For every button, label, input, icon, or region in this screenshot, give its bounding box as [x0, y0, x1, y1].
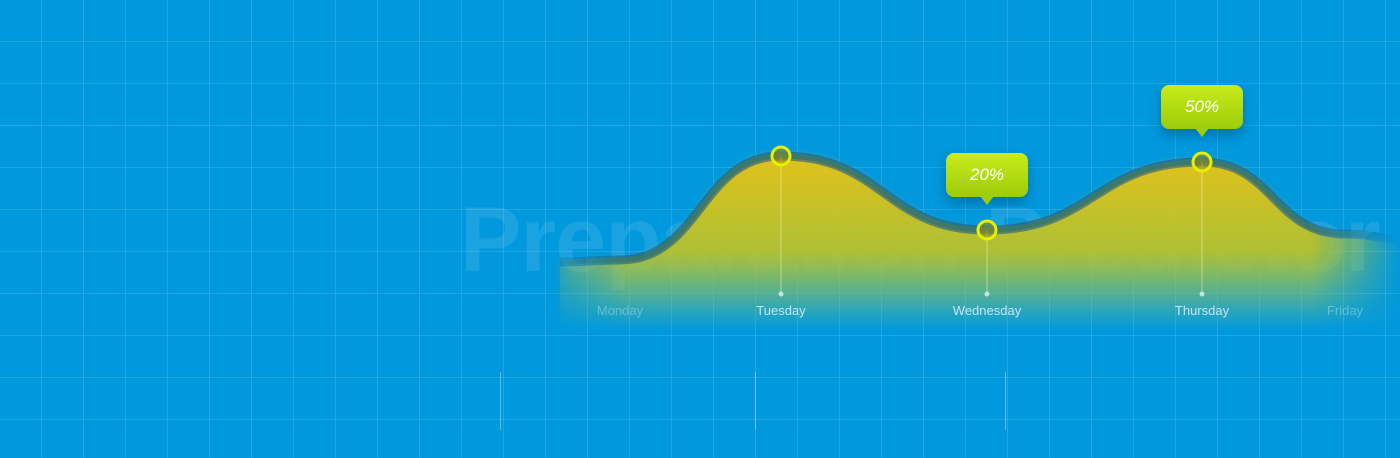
divider-line [755, 372, 756, 430]
x-tick-label: Wednesday [952, 303, 1022, 318]
value-tooltip: 50% [1161, 85, 1243, 129]
divider-line [1005, 372, 1006, 430]
data-point-marker[interactable] [976, 219, 998, 241]
x-tick-label: Monday [596, 303, 644, 318]
value-tooltip: 20% [946, 153, 1028, 197]
x-tick-label: Tuesday [756, 303, 806, 318]
axis-tick-dot [984, 291, 990, 297]
axis-tick-dot [778, 291, 784, 297]
data-point-marker[interactable] [770, 145, 792, 167]
x-tick-label: Friday [1326, 303, 1364, 318]
axis-tick-dot [1199, 291, 1205, 297]
divider-line [500, 372, 501, 430]
series-area [560, 156, 1400, 330]
x-tick-label: Thursday [1174, 303, 1230, 318]
data-point-marker[interactable] [1191, 151, 1213, 173]
